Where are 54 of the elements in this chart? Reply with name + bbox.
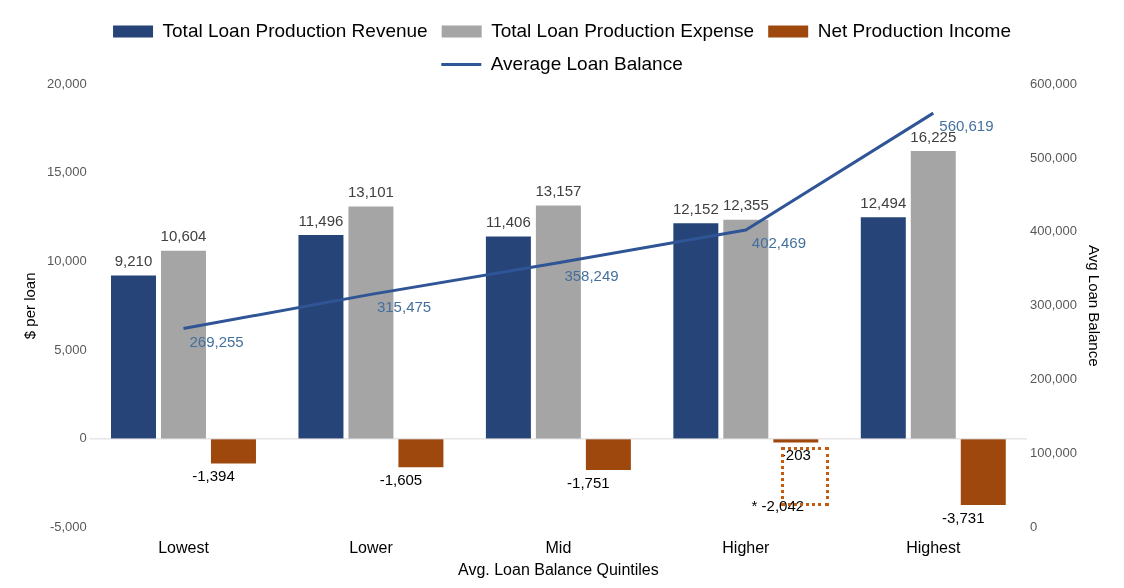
- y-tick-label: 5,000: [54, 341, 87, 357]
- y-axis-title: $ per loan: [21, 272, 39, 340]
- y-tick-label: 15,000: [47, 164, 87, 180]
- data-label: 358,249: [564, 266, 619, 284]
- data-label: -3,731: [942, 508, 985, 526]
- legend-label: Average Loan Balance: [490, 52, 683, 74]
- data-label: 315,475: [376, 298, 432, 316]
- data-label: -1,605: [379, 471, 423, 488]
- x-tick-label: Highest: [906, 538, 961, 556]
- data-label: 9,210: [114, 252, 153, 270]
- y2-tick-label: 600,000: [1030, 75, 1078, 91]
- data-label: 12,152: [672, 199, 719, 217]
- y2-tick-label: 400,000: [1030, 223, 1078, 239]
- bar: [960, 438, 1006, 506]
- y2-tick-label: 500,000: [1030, 149, 1078, 165]
- bar: [111, 275, 156, 439]
- data-label: 13,101: [347, 183, 394, 201]
- data-label: 11,496: [298, 211, 344, 229]
- bar: [398, 438, 444, 468]
- x-tick-label: Mid: [545, 538, 572, 556]
- data-label: -1,394: [192, 467, 235, 485]
- data-label: 12,355: [722, 196, 769, 214]
- data-label: 11,406: [486, 213, 531, 231]
- legend-label: Total Loan Production Revenue: [162, 19, 428, 41]
- y2-tick-label: 300,000: [1030, 297, 1078, 313]
- annotation: * -2,042: [751, 496, 805, 514]
- legend-label: Net Production Income: [817, 19, 1011, 41]
- bar: [585, 438, 631, 470]
- y2-tick-label: 100,000: [1030, 445, 1078, 461]
- bar: [673, 223, 719, 439]
- y2-tick-label: 0: [1030, 519, 1038, 535]
- x-tick-label: Lower: [349, 538, 394, 556]
- data-label: 12,494: [860, 193, 907, 211]
- x-tick-label: Higher: [722, 538, 771, 556]
- y2-axis-title: Avg Loan Balance: [1085, 245, 1103, 367]
- data-label: 10,604: [160, 227, 207, 245]
- data-label: 402,469: [751, 234, 807, 252]
- y-tick-label: 20,000: [47, 75, 87, 91]
- data-label: -1,751: [567, 473, 610, 491]
- y-tick-label: 10,000: [47, 253, 87, 269]
- data-label: -203: [780, 446, 811, 464]
- y-tick-label: 0: [79, 430, 87, 446]
- data-label: 269,255: [189, 332, 244, 350]
- x-axis-title: Avg. Loan Balance Quintiles: [458, 560, 659, 578]
- y-tick-label: -5,000: [49, 519, 87, 535]
- bar: [860, 217, 906, 439]
- legend-label: Total Loan Production Expense: [491, 19, 755, 41]
- bar: [298, 234, 344, 439]
- y2-tick-label: 200,000: [1030, 371, 1078, 387]
- bar: [210, 438, 256, 464]
- data-label: 13,157: [535, 182, 582, 200]
- bar: [910, 150, 956, 439]
- x-tick-label: Lowest: [158, 538, 210, 556]
- bar: [485, 236, 531, 439]
